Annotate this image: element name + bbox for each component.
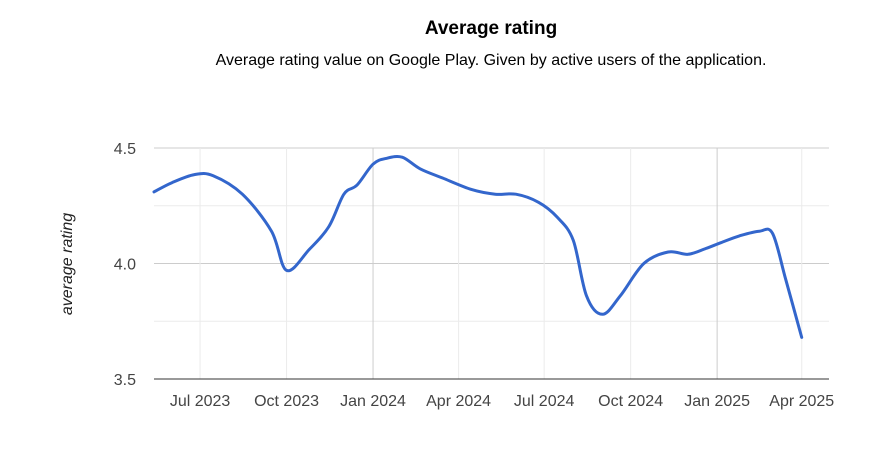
- y-tick-label: 4.0: [114, 257, 136, 274]
- grid: [154, 147, 829, 380]
- y-tick-label: 4.5: [114, 141, 136, 158]
- x-tick-label: Oct 2024: [598, 393, 663, 410]
- chart-title: Average rating: [424, 18, 558, 39]
- x-tick-label: Jan 2024: [340, 393, 406, 410]
- chart-subtitle: Average rating value on Google Play. Giv…: [215, 52, 767, 69]
- y-axis-label: average rating: [59, 213, 76, 315]
- x-tick-label: Apr 2024: [426, 393, 491, 410]
- x-tick-label: Oct 2023: [254, 393, 319, 410]
- axes: 3.5 4.0 4.5 Jul 2023 Oct 2023 Jan 2024 Apr 202…: [114, 141, 835, 410]
- x-tick-label: Jul 2023: [170, 393, 231, 410]
- series-layer: [152, 155, 804, 339]
- x-tick-label: Apr 2025: [769, 393, 834, 410]
- y-tick-label: 3.5: [114, 372, 136, 389]
- x-tick-label: Jan 2025: [684, 393, 750, 410]
- x-tick-label: Jul 2024: [514, 393, 575, 410]
- rating-series-line: [152, 155, 804, 339]
